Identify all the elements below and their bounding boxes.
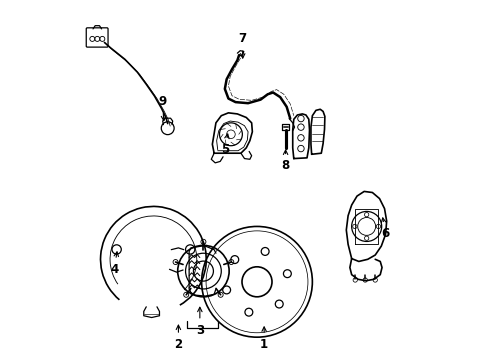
Text: 4: 4 xyxy=(110,252,118,276)
Text: 1: 1 xyxy=(260,327,267,351)
Text: 9: 9 xyxy=(158,95,166,121)
Text: 6: 6 xyxy=(381,218,389,240)
Text: 3: 3 xyxy=(195,307,203,337)
Text: 7: 7 xyxy=(238,32,246,58)
Text: 2: 2 xyxy=(174,325,182,351)
Text: 5: 5 xyxy=(220,134,229,156)
Text: 8: 8 xyxy=(281,150,289,172)
